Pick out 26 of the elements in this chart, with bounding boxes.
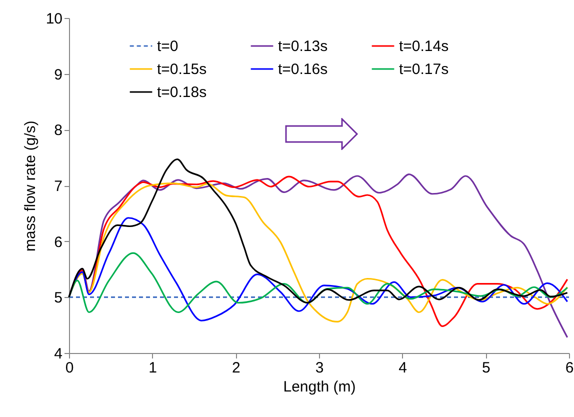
legend-label: t=0.18s: [157, 84, 207, 101]
x-tick-label: 0: [65, 360, 74, 376]
legend-label: t=0.17s: [399, 61, 449, 78]
legend-label: t=0: [157, 38, 178, 55]
y-axis-title: mass flow rate (g/s): [22, 120, 39, 252]
y-tick-label: 4: [54, 346, 62, 362]
x-tick-label: 3: [315, 360, 324, 376]
x-axis-title: Length (m): [283, 378, 356, 396]
x-tick-label: 2: [232, 360, 240, 376]
line-series: [68, 217, 568, 322]
legend-label: t=0.16s: [278, 61, 328, 78]
y-tick-label: 10: [46, 10, 62, 28]
y-tick-label: 8: [54, 122, 62, 140]
legend-label: t=0.13s: [278, 38, 328, 55]
x-tick-label: 4: [398, 360, 408, 376]
x-tick-label: 6: [565, 360, 574, 376]
line-series: [68, 158, 568, 304]
y-tick-label: 6: [54, 234, 62, 251]
x-tick-label: 5: [482, 360, 490, 376]
y-tick-label: 7: [54, 178, 62, 195]
x-tick-label: 1: [148, 360, 158, 376]
line-series: [68, 252, 568, 314]
y-tick-label: 5: [54, 290, 62, 307]
legend-label: t=0.14s: [399, 38, 449, 55]
legend-label: t=0.15s: [157, 61, 207, 78]
y-tick-label: 9: [54, 66, 62, 84]
